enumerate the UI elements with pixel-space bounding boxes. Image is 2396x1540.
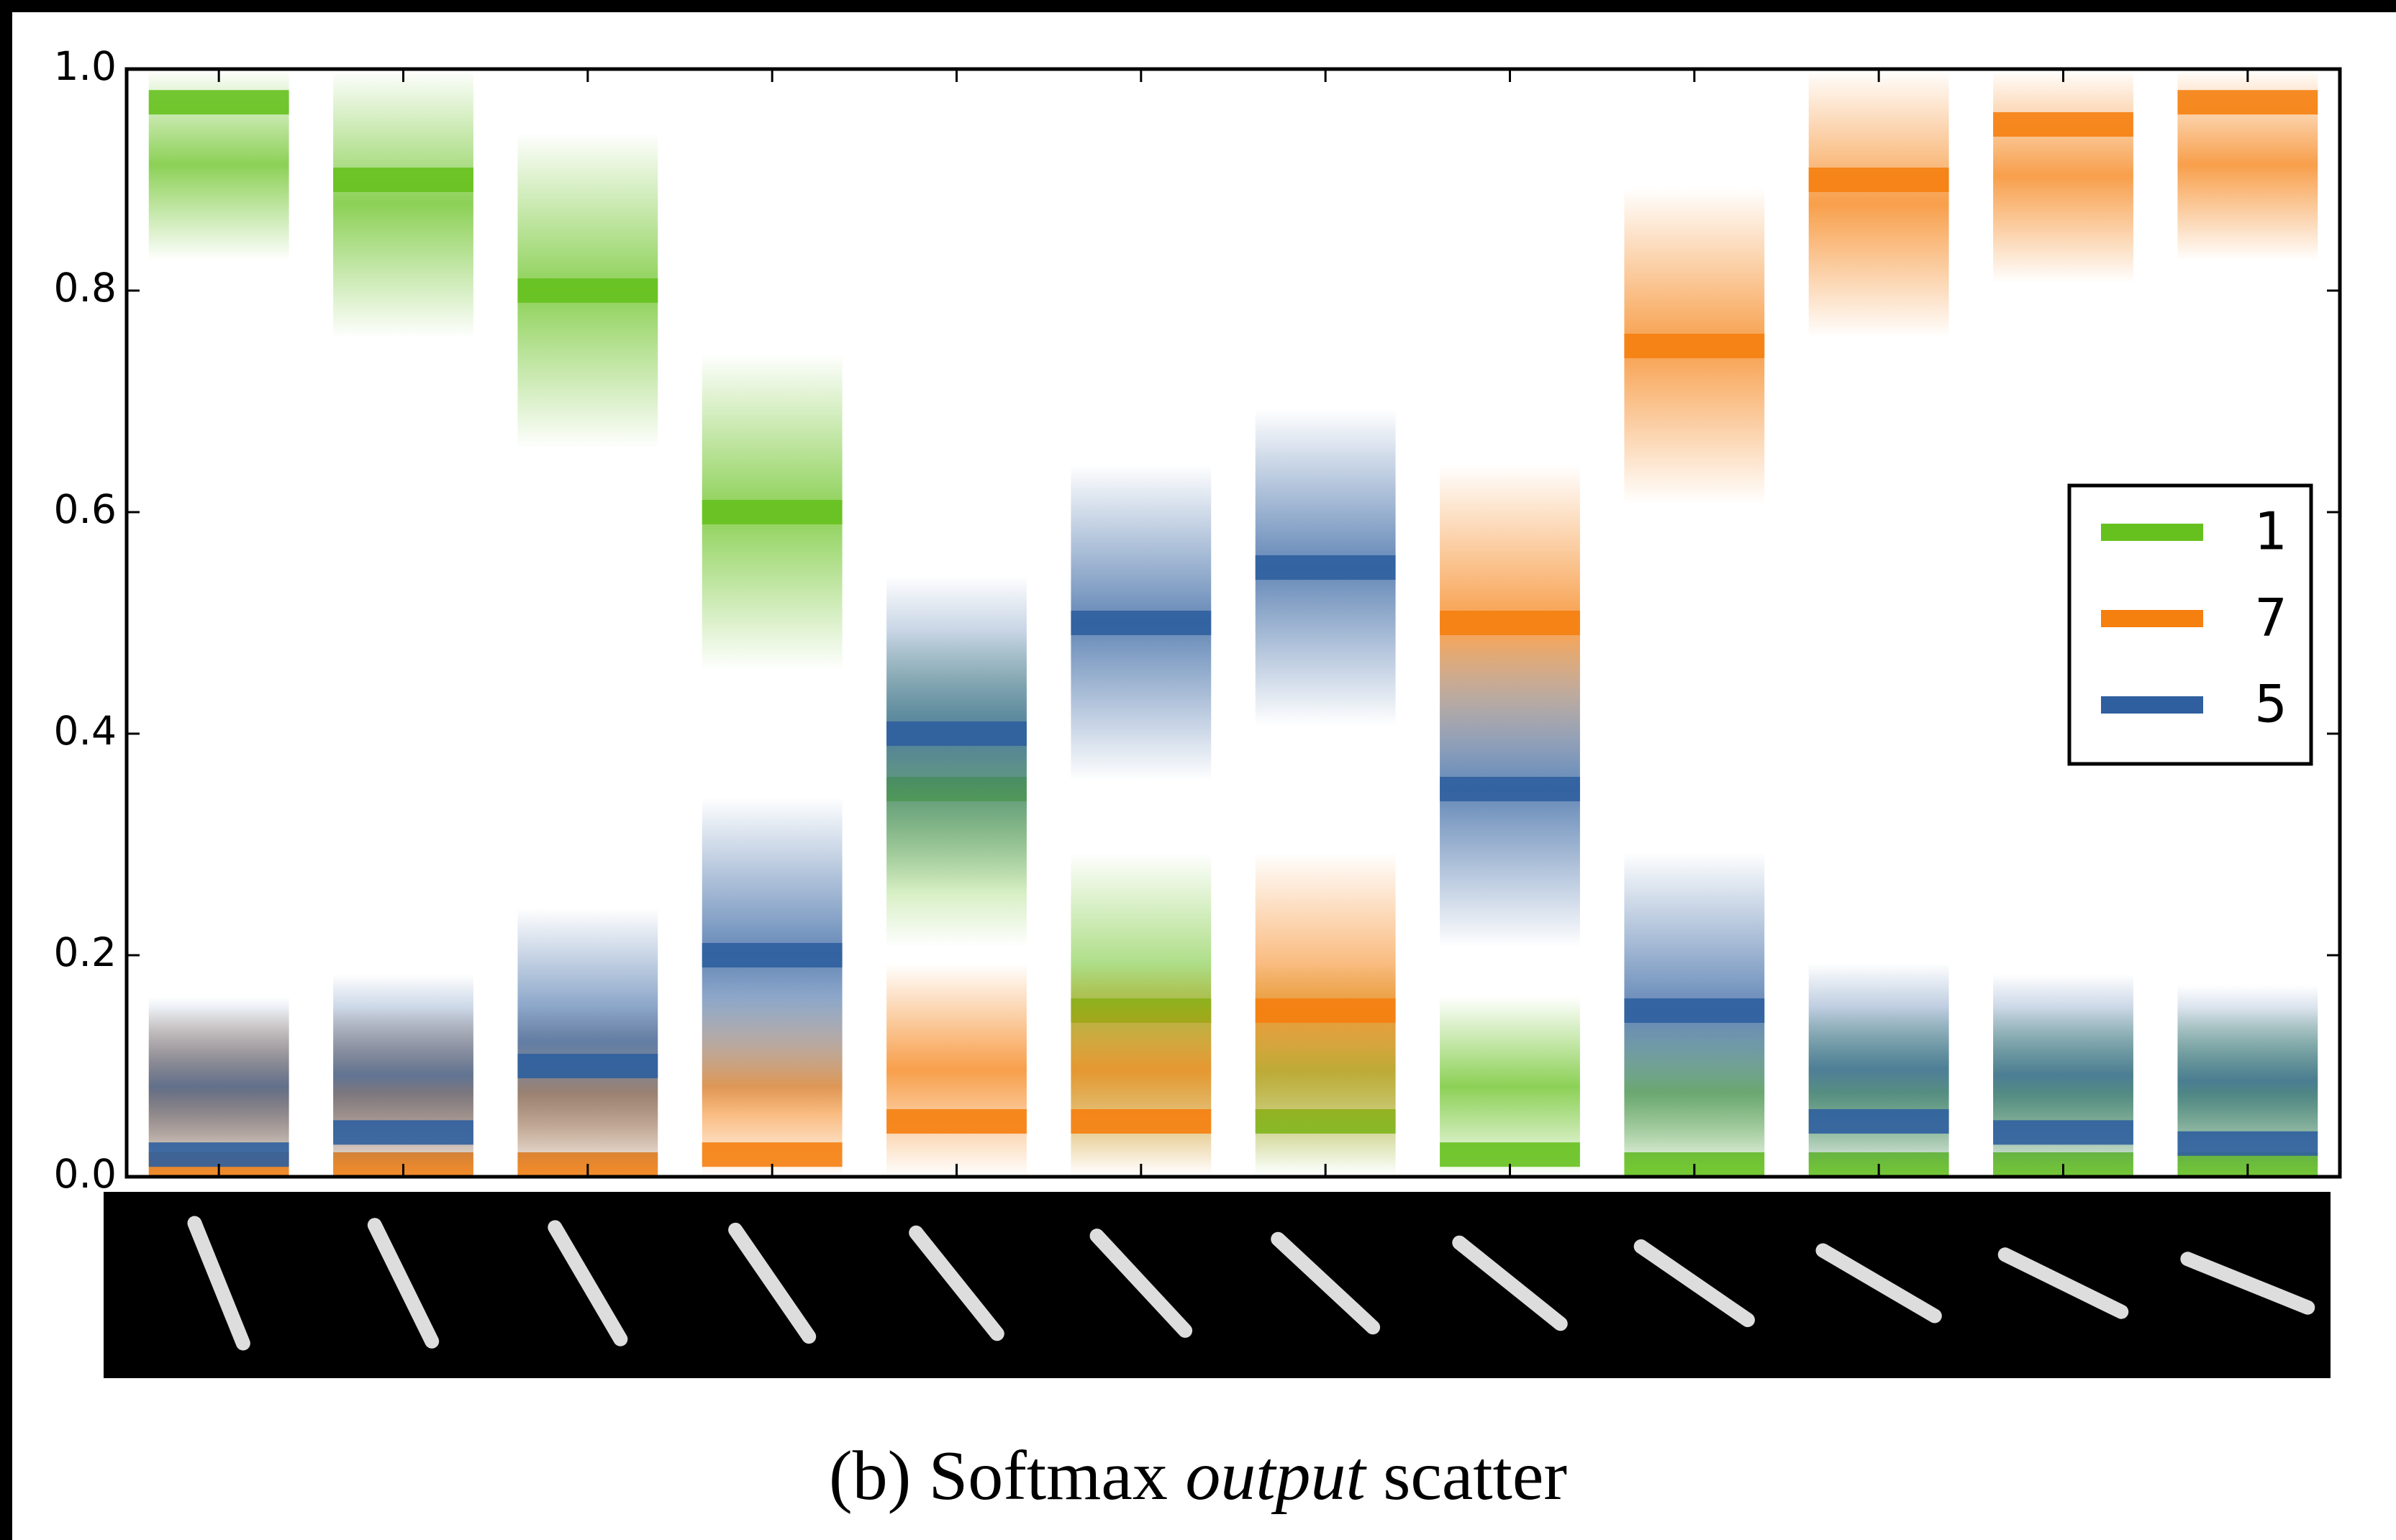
median-stripe xyxy=(333,168,473,192)
legend-label: 1 xyxy=(2254,501,2287,562)
median-stripe xyxy=(1624,334,1764,358)
median-stripe xyxy=(1071,611,1211,635)
median-stripe xyxy=(702,1142,843,1167)
legend-label: 7 xyxy=(2254,588,2287,648)
caption-part: output xyxy=(1185,1437,1367,1515)
top-border xyxy=(0,0,2396,12)
median-stripe xyxy=(517,1054,658,1078)
caption-part: scatter xyxy=(1366,1437,1567,1515)
digit-strip xyxy=(104,1192,2331,1378)
scatter-band xyxy=(1993,69,2133,283)
scatter-band xyxy=(1071,963,1211,1177)
scatter-band xyxy=(333,69,473,338)
median-stripe xyxy=(1993,1120,2133,1144)
y-tick-label: 0.2 xyxy=(54,929,117,975)
median-stripe xyxy=(702,500,843,524)
median-stripe xyxy=(1440,777,1580,801)
legend-label: 5 xyxy=(2254,674,2287,734)
median-stripe xyxy=(149,90,289,114)
y-tick-label: 0.0 xyxy=(54,1151,117,1197)
median-stripe xyxy=(1071,1109,1211,1134)
legend-swatch xyxy=(2101,610,2203,627)
median-stripe xyxy=(2177,90,2318,114)
scatter-band xyxy=(1809,69,1949,338)
scatter-band xyxy=(1993,974,2133,1177)
median-stripe xyxy=(1440,1142,1580,1167)
scatter-band xyxy=(517,908,658,1177)
median-stripe xyxy=(1624,998,1764,1023)
chart: (b) Softmax output scatter 0.0 0.2 0.4 0.6 0… xyxy=(0,0,2396,1540)
legend-swatch xyxy=(2101,696,2203,714)
legend-swatch xyxy=(2101,524,2203,541)
scatter-band xyxy=(1809,963,1949,1177)
median-stripe xyxy=(1809,1109,1949,1134)
median-stripe xyxy=(2177,1131,2318,1156)
median-stripe xyxy=(1993,112,2133,137)
median-stripe xyxy=(1256,998,1396,1023)
y-tick-label: 0.6 xyxy=(54,486,117,532)
median-stripe xyxy=(702,943,843,967)
median-stripe xyxy=(886,1109,1027,1134)
plot-area xyxy=(149,69,2318,1177)
scatter-band xyxy=(886,963,1027,1177)
median-stripe xyxy=(1809,168,1949,192)
left-border xyxy=(0,0,12,1540)
median-stripe xyxy=(1256,555,1396,580)
caption-part: (b) Softmax xyxy=(829,1437,1185,1515)
y-tick-label: 0.4 xyxy=(54,708,117,754)
median-stripe xyxy=(886,721,1027,746)
scatter-band xyxy=(333,974,473,1177)
y-tick-label: 1.0 xyxy=(54,43,117,89)
caption: (b) Softmax output scatter xyxy=(829,1437,1567,1515)
page: (b) Softmax output scatter 0.0 0.2 0.4 0.6 0… xyxy=(0,0,2396,1540)
median-stripe xyxy=(517,278,658,303)
median-stripe xyxy=(333,1120,473,1144)
median-stripe xyxy=(149,1142,289,1167)
y-tick-label: 0.8 xyxy=(54,265,117,311)
